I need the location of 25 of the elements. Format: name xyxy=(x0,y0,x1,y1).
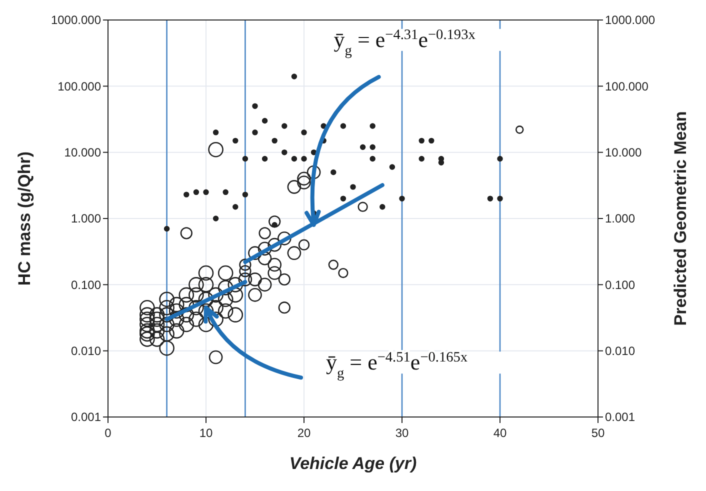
text: 0.010 xyxy=(605,344,636,358)
x-tick-label: 30 xyxy=(395,426,409,440)
x-tick-label: 40 xyxy=(493,426,507,440)
x-tick-label: 10 xyxy=(199,426,213,440)
text: 0.001 xyxy=(605,410,636,424)
text: 1000.000 xyxy=(605,13,656,28)
x-axis-title: Vehicle Age (yr) xyxy=(289,454,417,473)
y-tick-label: 1000.000 xyxy=(50,13,102,28)
y-tick-label: 10.000 xyxy=(64,146,102,160)
x-tick-label: 0 xyxy=(104,426,112,440)
text: 1.000 xyxy=(605,212,636,226)
annotation: ȳ$_{g}$ = e$^{−4.51}$e$^{−0.165x}$ xyxy=(326,350,468,382)
text: 10.000 xyxy=(605,146,642,160)
y-tick-label: 0.010 xyxy=(70,344,102,358)
y-tick-label: 1.000 xyxy=(70,212,102,226)
x-tick-label: 50 xyxy=(591,426,605,440)
y-axis-title: HC mass (g/Qhr) xyxy=(15,151,34,286)
y-tick-label: 100.000 xyxy=(58,79,102,94)
text: 0.100 xyxy=(605,278,636,292)
annotation: ȳ$_{g}$ = e$^{−4.31}$e$^{−0.193x}$ xyxy=(334,26,476,59)
text: 100.000 xyxy=(605,79,648,94)
y-tick-label: 0.100 xyxy=(70,278,102,292)
y2-axis-title: Predicted Geometric Mean xyxy=(671,111,690,326)
y-tick-label: 0.001 xyxy=(70,410,102,424)
x-tick-label: 20 xyxy=(297,426,311,440)
